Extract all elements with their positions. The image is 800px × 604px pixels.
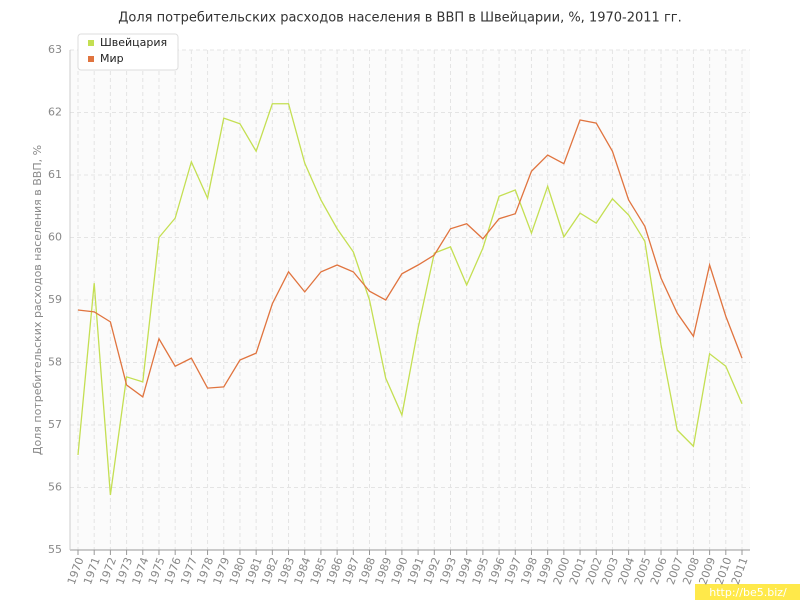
legend-label: Мир (100, 52, 124, 65)
watermark-bg (695, 584, 800, 600)
watermark: http://be5.biz/ (709, 586, 787, 599)
legend-label: Швейцария (100, 36, 167, 49)
y-tick-label: 60 (48, 231, 62, 244)
legend-swatch (88, 56, 94, 62)
y-tick-label: 59 (48, 293, 62, 306)
y-tick-label: 63 (48, 43, 62, 56)
y-tick-label: 55 (48, 543, 62, 556)
legend-swatch (88, 40, 94, 46)
y-tick-label: 57 (48, 418, 62, 431)
y-axis-label: Доля потребительских расходов населения … (31, 145, 44, 455)
series-line (77, 119, 743, 398)
y-tick-label: 56 (48, 481, 62, 494)
chart-title: Доля потребительских расходов населения … (118, 11, 681, 26)
y-tick-label: 61 (48, 168, 62, 181)
legend-box (77, 33, 179, 71)
y-tick-label: 58 (48, 356, 62, 369)
y-tick-label: 62 (48, 106, 62, 119)
series-line (77, 103, 743, 496)
